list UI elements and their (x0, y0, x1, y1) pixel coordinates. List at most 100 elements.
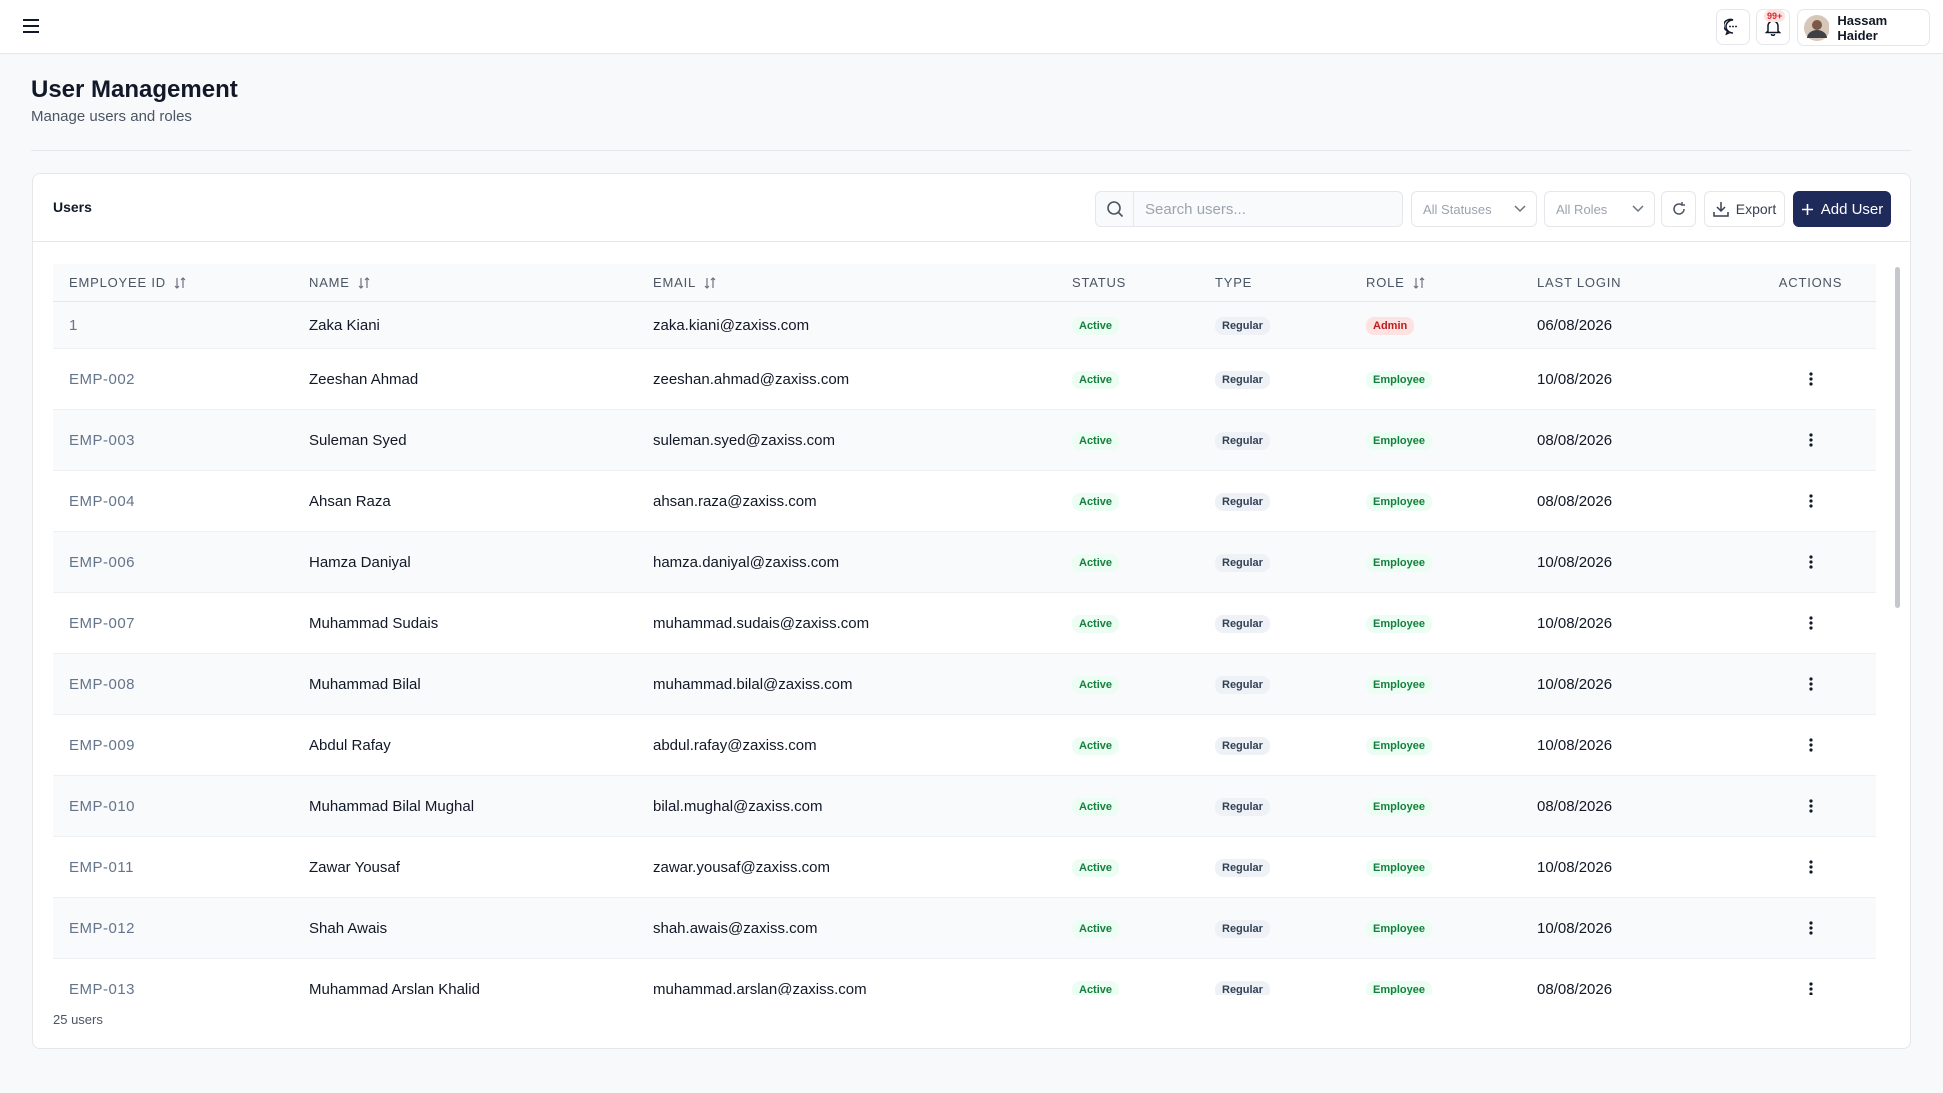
sort-icon[interactable] (358, 276, 370, 289)
status-badge: Active (1072, 980, 1120, 995)
actions-cell (1768, 615, 1881, 631)
column-header[interactable]: EMPLOYEE ID (69, 275, 309, 290)
status-filter-label: All Statuses (1423, 201, 1492, 217)
role-filter[interactable]: All Roles (1544, 191, 1655, 227)
employee-id: EMP-003 (69, 431, 136, 449)
last-login: 10/08/2026 (1537, 614, 1613, 632)
row-actions-button[interactable] (1808, 981, 1814, 995)
cell: Active (1072, 736, 1215, 755)
role-badge: Employee (1366, 858, 1432, 877)
cell: Regular (1215, 316, 1366, 335)
messages-button[interactable] (1716, 9, 1750, 45)
menu-button[interactable] (22, 18, 40, 34)
email: hamza.daniyal@zaxiss.com (653, 553, 840, 571)
type-badge: Regular (1215, 553, 1270, 572)
row-actions-button[interactable] (1808, 859, 1814, 875)
actions-cell (1768, 676, 1881, 692)
cell: Regular (1215, 919, 1366, 938)
row-actions-button[interactable] (1808, 798, 1814, 814)
email: suleman.syed@zaxiss.com (653, 431, 835, 449)
status-badge: Active (1072, 614, 1120, 633)
last-login: 10/08/2026 (1537, 736, 1613, 754)
table-row: EMP-008 Muhammad Bilal muhammad.bilal@zaxi… (53, 654, 1876, 715)
column-header[interactable]: NAME (309, 275, 653, 290)
column-header[interactable]: ROLE (1366, 275, 1537, 290)
employee-id: EMP-004 (69, 492, 136, 510)
table-row: EMP-012 Shah Awais shah.awais@zaxiss.com Ac… (53, 898, 1876, 959)
row-actions-button[interactable] (1808, 432, 1814, 448)
table-row: EMP-002 Zeeshan Ahmad zeeshan.ahmad@zaxiss… (53, 349, 1876, 410)
row-actions-button[interactable] (1808, 920, 1814, 936)
name: Muhammad Arslan Khalid (309, 980, 480, 996)
cell: Active (1072, 370, 1215, 389)
employee-id: EMP-002 (69, 370, 136, 388)
table-row: EMP-010 Muhammad Bilal Mughal bilal.mughal… (53, 776, 1876, 837)
table-row: EMP-007 Muhammad Sudais muhammad.sudais@za… (53, 593, 1876, 654)
type-badge: Regular (1215, 431, 1270, 450)
column-label: STATUS (1072, 275, 1127, 290)
row-actions-button[interactable] (1808, 554, 1814, 570)
table-row: EMP-009 Abdul Rafay abdul.rafay@zaxiss.com… (53, 715, 1876, 776)
last-login: 06/08/2026 (1537, 316, 1613, 334)
name: Hamza Daniyal (309, 553, 411, 571)
refresh-button[interactable] (1661, 191, 1696, 227)
row-actions-button[interactable] (1808, 493, 1814, 509)
status-filter[interactable]: All Statuses (1411, 191, 1537, 227)
cell: Employee (1366, 370, 1537, 389)
cell: Regular (1215, 614, 1366, 633)
status-badge: Active (1072, 858, 1120, 877)
top-bar: 99+ Hassam Haider (0, 0, 1943, 54)
actions-cell (1768, 981, 1881, 995)
column-label: EMPLOYEE ID (69, 275, 166, 290)
add-user-button[interactable]: Add User (1793, 191, 1891, 227)
role-badge: Employee (1366, 492, 1432, 511)
email: shah.awais@zaxiss.com (653, 919, 818, 937)
row-actions-button[interactable] (1808, 676, 1814, 692)
cell: Active (1072, 316, 1215, 335)
cell: Regular (1215, 431, 1366, 450)
email: muhammad.bilal@zaxiss.com (653, 675, 853, 693)
status-badge: Active (1072, 492, 1120, 511)
actions-cell (1768, 920, 1881, 936)
cell: Employee (1366, 614, 1537, 633)
user-menu[interactable]: Hassam Haider (1797, 9, 1930, 46)
table-row: EMP-006 Hamza Daniyal hamza.daniyal@zaxiss… (53, 532, 1876, 593)
status-badge: Active (1072, 736, 1120, 755)
status-badge: Active (1072, 675, 1120, 694)
employee-id: EMP-011 (69, 858, 134, 876)
column-header: STATUS (1072, 275, 1215, 290)
export-button[interactable]: Export (1704, 191, 1785, 227)
cell: Regular (1215, 553, 1366, 572)
role-badge: Employee (1366, 919, 1432, 938)
cell: Active (1072, 675, 1215, 694)
role-badge: Employee (1366, 370, 1432, 389)
row-actions-button[interactable] (1808, 737, 1814, 753)
cell: Employee (1366, 431, 1537, 450)
cell: Admin (1366, 316, 1537, 335)
name: Zeeshan Ahmad (309, 370, 419, 388)
sort-icon[interactable] (704, 276, 716, 289)
cell: Employee (1366, 736, 1537, 755)
table-row: EMP-013 Muhammad Arslan Khalid muhammad.ar… (53, 959, 1876, 995)
sort-icon[interactable] (1413, 276, 1425, 289)
email: zeeshan.ahmad@zaxiss.com (653, 370, 850, 388)
employee-id: EMP-013 (69, 980, 136, 996)
add-user-label: Add User (1820, 200, 1884, 218)
role-badge: Admin (1366, 316, 1415, 335)
role-badge: Employee (1366, 980, 1432, 995)
status-badge: Active (1072, 431, 1120, 450)
row-actions-button[interactable] (1808, 615, 1814, 631)
column-label: ACTIONS (1778, 275, 1843, 290)
search-box[interactable]: Search users... (1095, 191, 1403, 227)
cell: Employee (1366, 553, 1537, 572)
actions-cell (1768, 371, 1881, 387)
export-label: Export (1735, 201, 1777, 217)
row-actions-button[interactable] (1808, 371, 1814, 387)
name: Zawar Yousaf (309, 858, 400, 876)
sort-icon[interactable] (174, 276, 186, 289)
name: Abdul Rafay (309, 736, 391, 754)
column-header[interactable]: EMAIL (653, 275, 1072, 290)
email: muhammad.sudais@zaxiss.com (653, 614, 870, 632)
role-badge: Employee (1366, 675, 1432, 694)
cell: Active (1072, 797, 1215, 816)
